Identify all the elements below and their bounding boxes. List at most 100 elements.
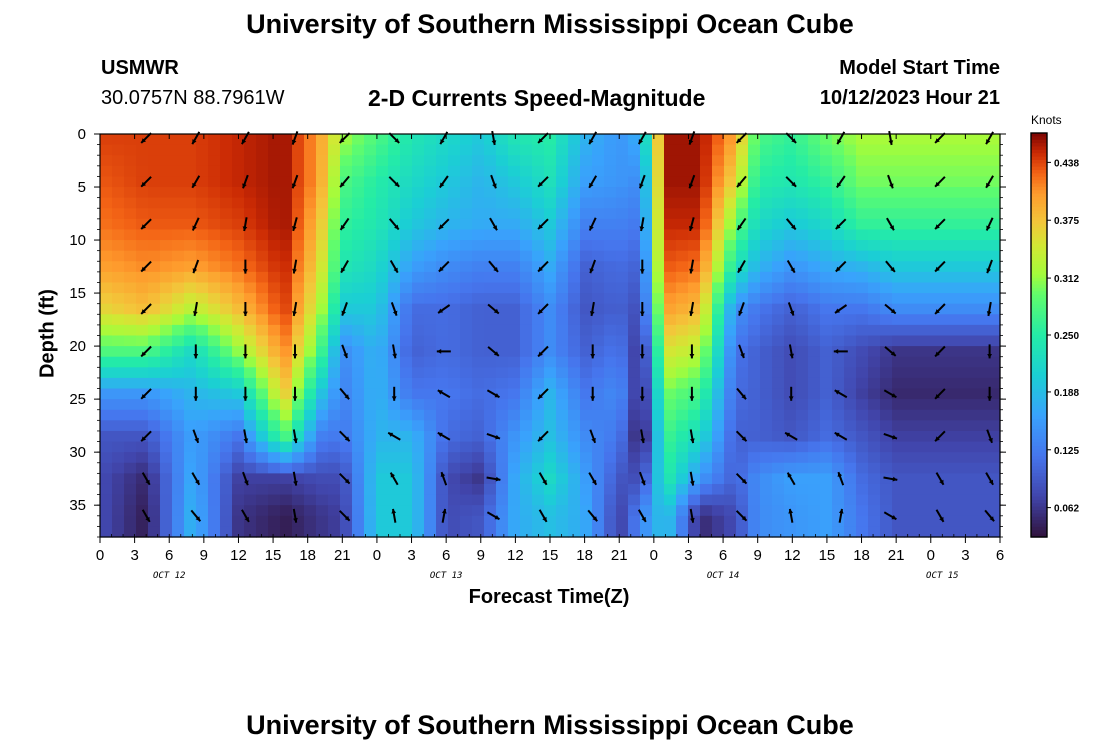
- heatmap-cell: [412, 515, 425, 527]
- heatmap-cell: [124, 441, 137, 453]
- heatmap-cell: [376, 155, 389, 167]
- heatmap-cell: [400, 134, 413, 146]
- current-arrow: [639, 302, 645, 316]
- heatmap-cell: [184, 197, 197, 209]
- heatmap-cell: [784, 515, 797, 527]
- heatmap-cell: [832, 515, 845, 527]
- heatmap-cell: [508, 494, 521, 506]
- heatmap-cell: [964, 165, 977, 178]
- heatmap-cell: [628, 155, 641, 167]
- heatmap-cell: [220, 218, 233, 231]
- heatmap-cell: [724, 377, 737, 390]
- heatmap-cell: [448, 346, 461, 358]
- heatmap-cell: [460, 250, 473, 262]
- heatmap-cell: [424, 430, 437, 443]
- heatmap-cell: [292, 144, 305, 156]
- heatmap-cell: [484, 144, 497, 156]
- heatmap-cell: [196, 293, 209, 305]
- heatmap-cell: [508, 430, 521, 443]
- current-arrow: [984, 509, 995, 522]
- heatmap-cell: [304, 441, 317, 453]
- heatmap-cell: [520, 526, 533, 538]
- heatmap-cell: [964, 293, 977, 305]
- heatmap-cell: [928, 134, 941, 146]
- heatmap-cell: [124, 494, 137, 506]
- x-tick-label: 18: [576, 547, 593, 564]
- heatmap-cell: [712, 303, 725, 315]
- heatmap-cell: [700, 324, 713, 337]
- heatmap-cell: [940, 377, 953, 390]
- heatmap-cell: [568, 282, 581, 294]
- heatmap-cell: [388, 483, 401, 496]
- heatmap-cell: [856, 250, 869, 262]
- heatmap-cell: [688, 293, 701, 305]
- heatmap-cell: [976, 208, 989, 220]
- heatmap-cell: [244, 229, 257, 241]
- heatmap-cell: [904, 505, 917, 517]
- heatmap-cell: [292, 303, 305, 315]
- heatmap-cell: [568, 473, 581, 485]
- heatmap-cell: [604, 388, 617, 400]
- heatmap-cell: [892, 367, 905, 379]
- heatmap-cell: [304, 261, 317, 273]
- heatmap-cell: [400, 282, 413, 294]
- heatmap-cell: [484, 346, 497, 358]
- heatmap-cell: [760, 187, 773, 199]
- heatmap-cell: [916, 441, 929, 453]
- heatmap-cell: [628, 430, 641, 443]
- heatmap-cell: [148, 399, 161, 411]
- heatmap-cell: [352, 473, 365, 485]
- colorbar-tick-label: 0.125: [1054, 446, 1079, 457]
- heatmap-cell: [148, 505, 161, 517]
- heatmap-cell: [568, 526, 581, 538]
- current-arrow: [986, 301, 992, 317]
- heatmap-cell: [400, 452, 413, 464]
- current-arrow: [140, 345, 152, 358]
- heatmap-cell: [652, 261, 665, 273]
- heatmap-cell: [892, 505, 905, 517]
- heatmap-cell: [208, 452, 221, 464]
- heatmap-cell: [520, 346, 533, 358]
- heatmap-cell: [688, 176, 701, 188]
- heatmap-cell: [952, 452, 965, 464]
- heatmap-cell: [808, 430, 821, 443]
- heatmap-cell: [316, 399, 329, 411]
- heatmap-cell: [964, 356, 977, 368]
- heatmap-cell: [748, 356, 761, 368]
- heatmap-cell: [844, 483, 857, 496]
- heatmap-cell: [724, 271, 737, 284]
- heatmap-cell: [916, 324, 929, 337]
- heatmap-cell: [112, 515, 125, 527]
- heatmap-cell: [592, 494, 605, 506]
- heatmap-cell: [820, 505, 833, 517]
- heatmap-cell: [760, 409, 773, 421]
- colorbar-segment: [1031, 338, 1047, 343]
- heatmap-cell: [796, 208, 809, 220]
- heatmap-cell: [112, 324, 125, 337]
- x-tick-label: 3: [684, 547, 692, 564]
- heatmap-cell: [724, 314, 737, 326]
- heatmap-cell: [940, 462, 953, 474]
- heatmap-cell: [364, 155, 377, 167]
- heatmap-cell: [460, 197, 473, 209]
- heatmap-cell: [856, 441, 869, 453]
- heatmap-cell: [796, 134, 809, 146]
- heatmap-cell: [340, 420, 353, 432]
- heatmap-cell: [760, 303, 773, 315]
- heatmap-cell: [280, 303, 293, 315]
- heatmap-cell: [400, 377, 413, 390]
- heatmap-cell: [412, 197, 425, 209]
- heatmap-cell: [496, 324, 509, 337]
- heatmap-cell: [412, 388, 425, 400]
- heatmap-cell: [496, 452, 509, 464]
- heatmap-cell: [460, 473, 473, 485]
- heatmap-cell: [424, 229, 437, 241]
- heatmap-cell: [112, 250, 125, 262]
- heatmap-cell: [844, 356, 857, 368]
- heatmap-cell: [460, 282, 473, 294]
- heatmap-cell: [520, 494, 533, 506]
- heatmap-cell: [940, 250, 953, 262]
- heatmap-cell: [280, 388, 293, 400]
- heatmap-cell: [772, 261, 785, 273]
- heatmap-cell: [256, 303, 269, 315]
